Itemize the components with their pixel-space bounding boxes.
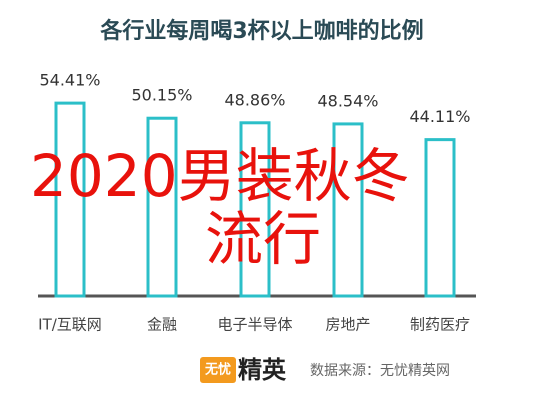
bar — [54, 101, 86, 298]
chart-title: 各行业每周喝3杯以上咖啡的比例 — [99, 18, 423, 44]
bar — [332, 122, 364, 298]
x-tick-label: 金融 — [147, 316, 177, 334]
x-tick-label: 制药医疗 — [410, 316, 470, 334]
bar — [146, 116, 178, 298]
value-label: 48.54% — [317, 91, 378, 110]
source: 数据来源：无忧精英网 — [310, 362, 450, 379]
logo-text: 精英 — [238, 356, 287, 384]
bar — [424, 138, 456, 298]
value-label: 44.11% — [409, 107, 470, 126]
x-tick-label: IT/互联网 — [38, 316, 102, 334]
value-label: 50.15% — [131, 86, 192, 105]
value-label: 54.41% — [39, 71, 100, 90]
x-tick-label: 电子半导体 — [217, 316, 292, 334]
logo-badge-text: 无忧 — [204, 362, 231, 378]
value-label: 48.86% — [224, 90, 285, 109]
annotation: 流行 — [205, 205, 321, 273]
logo-badge — [200, 357, 236, 383]
annotation: 2020男装秋冬 — [30, 142, 410, 210]
bar — [239, 121, 271, 298]
x-tick-label: 房地产 — [325, 316, 370, 334]
